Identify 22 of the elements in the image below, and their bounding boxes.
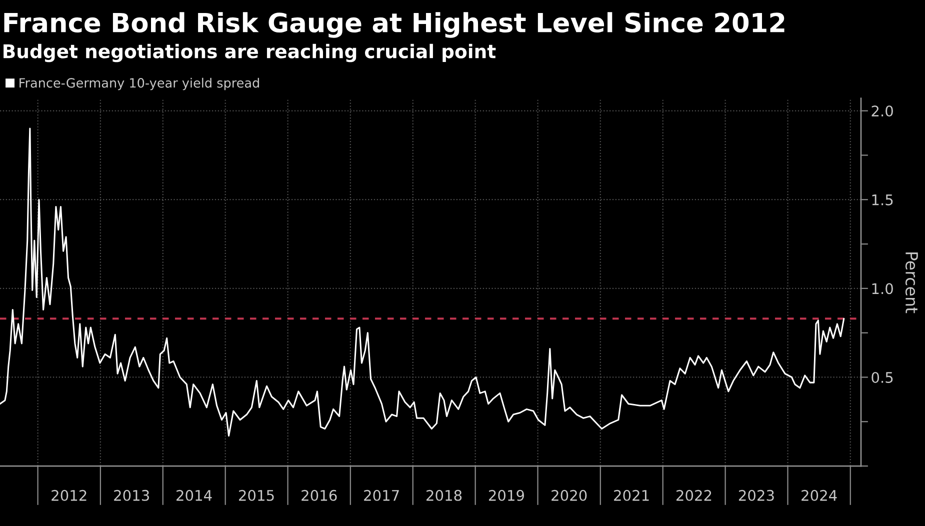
x-tick-label: 2018	[426, 490, 462, 501]
x-tick-label: 2012	[52, 490, 86, 501]
chart-subtitle: Budget negotiations are reaching crucial point	[4, 44, 496, 62]
x-tick-label: 2016	[302, 490, 337, 501]
y-tick-label: 2.0	[872, 106, 893, 117]
y-tick-label: 1.5	[872, 194, 893, 206]
x-tick-label: 2017	[364, 490, 399, 501]
x-tick-label: 2024	[802, 490, 837, 501]
x-tick-label: 2019	[488, 490, 524, 501]
x-tick-label: 2020	[552, 490, 587, 501]
y-axis-title: Percent	[905, 252, 918, 314]
y-tick-label: 0.5	[872, 372, 893, 383]
x-tick-label: 2021	[614, 490, 649, 501]
chart-title: France Bond Risk Gauge at Highest Level Since 2012	[4, 12, 784, 38]
x-tick-label: 2023	[738, 490, 774, 501]
y-tick-label: 1.0	[872, 283, 893, 294]
legend-label: France-Germany 10-year yield spread	[20, 78, 259, 90]
x-tick-label: 2015	[238, 490, 274, 501]
x-tick-label: 2013	[114, 490, 149, 501]
x-tick-label: 2014	[176, 490, 212, 501]
x-tick-label: 2022	[676, 490, 712, 501]
line-series	[0, 128, 845, 437]
